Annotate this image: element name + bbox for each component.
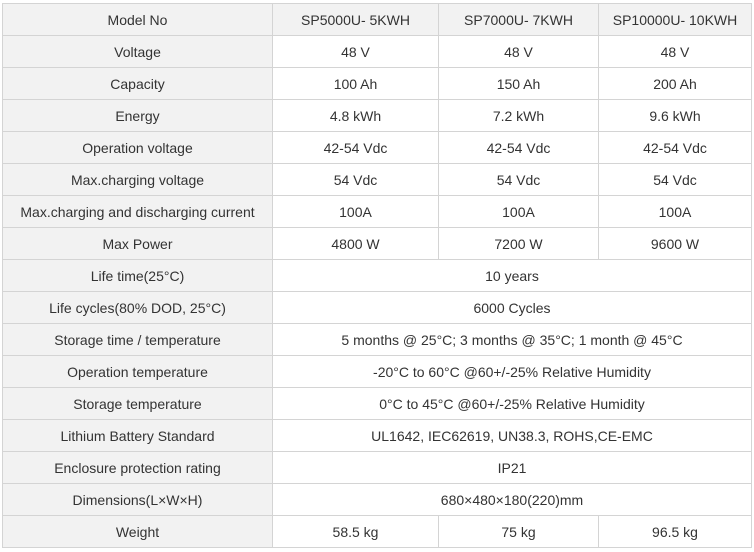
row-value: 5 months @ 25°C; 3 months @ 35°C; 1 mont…	[272, 323, 752, 356]
table-row: Life time(25°C) 10 years	[2, 259, 752, 292]
row-label: Dimensions(L×W×H)	[2, 483, 273, 516]
row-value: 4.8 kWh	[272, 99, 439, 132]
row-value: 42-54 Vdc	[272, 131, 439, 164]
row-label: Energy	[2, 99, 273, 132]
row-label: Life cycles(80% DOD, 25°C)	[2, 291, 273, 324]
row-value: 10 years	[272, 259, 752, 292]
row-value: 100A	[438, 195, 599, 228]
row-value: UL1642, IEC62619, UN38.3, ROHS,CE-EMC	[272, 419, 752, 452]
row-value: 48 V	[272, 35, 439, 68]
row-value: 7200 W	[438, 227, 599, 260]
row-label: Storage temperature	[2, 387, 273, 420]
row-value: 100 Ah	[272, 67, 439, 100]
table-row: Max.charging voltage 54 Vdc 54 Vdc 54 Vdc	[2, 163, 752, 196]
table-row: Operation voltage 42-54 Vdc 42-54 Vdc 42-54…	[2, 131, 752, 164]
header-label: Model No	[2, 3, 273, 36]
row-value: 48 V	[598, 35, 752, 68]
model-header: SP10000U- 10KWH	[598, 3, 752, 36]
row-label: Max.charging and discharging current	[2, 195, 273, 228]
row-value: 75 kg	[438, 515, 599, 548]
row-label: Voltage	[2, 35, 273, 68]
row-value: 200 Ah	[598, 67, 752, 100]
row-value: 0°C to 45°C @60+/-25% Relative Humidity	[272, 387, 752, 420]
table-row: Dimensions(L×W×H) 680×480×180(220)mm	[2, 483, 752, 516]
table-row: Storage temperature 0°C to 45°C @60+/-25%…	[2, 387, 752, 420]
row-value: 54 Vdc	[438, 163, 599, 196]
model-header: SP7000U- 7KWH	[438, 3, 599, 36]
row-value: 96.5 kg	[598, 515, 752, 548]
header-row: Model No SP5000U- 5KWH SP7000U- 7KWH SP1…	[2, 3, 752, 36]
row-value: IP21	[272, 451, 752, 484]
row-value: 54 Vdc	[598, 163, 752, 196]
row-label: Capacity	[2, 67, 273, 100]
table-row: Energy 4.8 kWh 7.2 kWh 9.6 kWh	[2, 99, 752, 132]
row-label: Operation temperature	[2, 355, 273, 388]
table-row: Max.charging and discharging current 100A…	[2, 195, 752, 228]
row-value: 42-54 Vdc	[598, 131, 752, 164]
table-row: Enclosure protection rating IP21	[2, 451, 752, 484]
row-label: Lithium Battery Standard	[2, 419, 273, 452]
spec-table-body: Model No SP5000U- 5KWH SP7000U- 7KWH SP1…	[2, 3, 752, 548]
row-value: 100A	[598, 195, 752, 228]
table-row: Capacity 100 Ah 150 Ah 200 Ah	[2, 67, 752, 100]
row-value: 4800 W	[272, 227, 439, 260]
table-row: Max Power 4800 W 7200 W 9600 W	[2, 227, 752, 260]
spec-table: Model No SP5000U- 5KWH SP7000U- 7KWH SP1…	[2, 3, 752, 548]
table-row: Weight 58.5 kg 75 kg 96.5 kg	[2, 515, 752, 548]
row-value: 100A	[272, 195, 439, 228]
table-row: Operation temperature -20°C to 60°C @60+/…	[2, 355, 752, 388]
row-value: 48 V	[438, 35, 599, 68]
row-value: 6000 Cycles	[272, 291, 752, 324]
row-value: 54 Vdc	[272, 163, 439, 196]
row-value: 9.6 kWh	[598, 99, 752, 132]
row-label: Enclosure protection rating	[2, 451, 273, 484]
row-value: 42-54 Vdc	[438, 131, 599, 164]
row-label: Operation voltage	[2, 131, 273, 164]
row-value: -20°C to 60°C @60+/-25% Relative Humidit…	[272, 355, 752, 388]
row-label: Max Power	[2, 227, 273, 260]
table-row: Lithium Battery Standard UL1642, IEC62619…	[2, 419, 752, 452]
row-value: 9600 W	[598, 227, 752, 260]
table-row: Life cycles(80% DOD, 25°C) 6000 Cycles	[2, 291, 752, 324]
row-value: 150 Ah	[438, 67, 599, 100]
row-label: Life time(25°C)	[2, 259, 273, 292]
table-row: Storage time / temperature 5 months @ 25°…	[2, 323, 752, 356]
row-value: 58.5 kg	[272, 515, 439, 548]
row-value: 680×480×180(220)mm	[272, 483, 752, 516]
row-label: Storage time / temperature	[2, 323, 273, 356]
model-header: SP5000U- 5KWH	[272, 3, 439, 36]
row-label: Max.charging voltage	[2, 163, 273, 196]
row-label: Weight	[2, 515, 273, 548]
row-value: 7.2 kWh	[438, 99, 599, 132]
table-row: Voltage 48 V 48 V 48 V	[2, 35, 752, 68]
